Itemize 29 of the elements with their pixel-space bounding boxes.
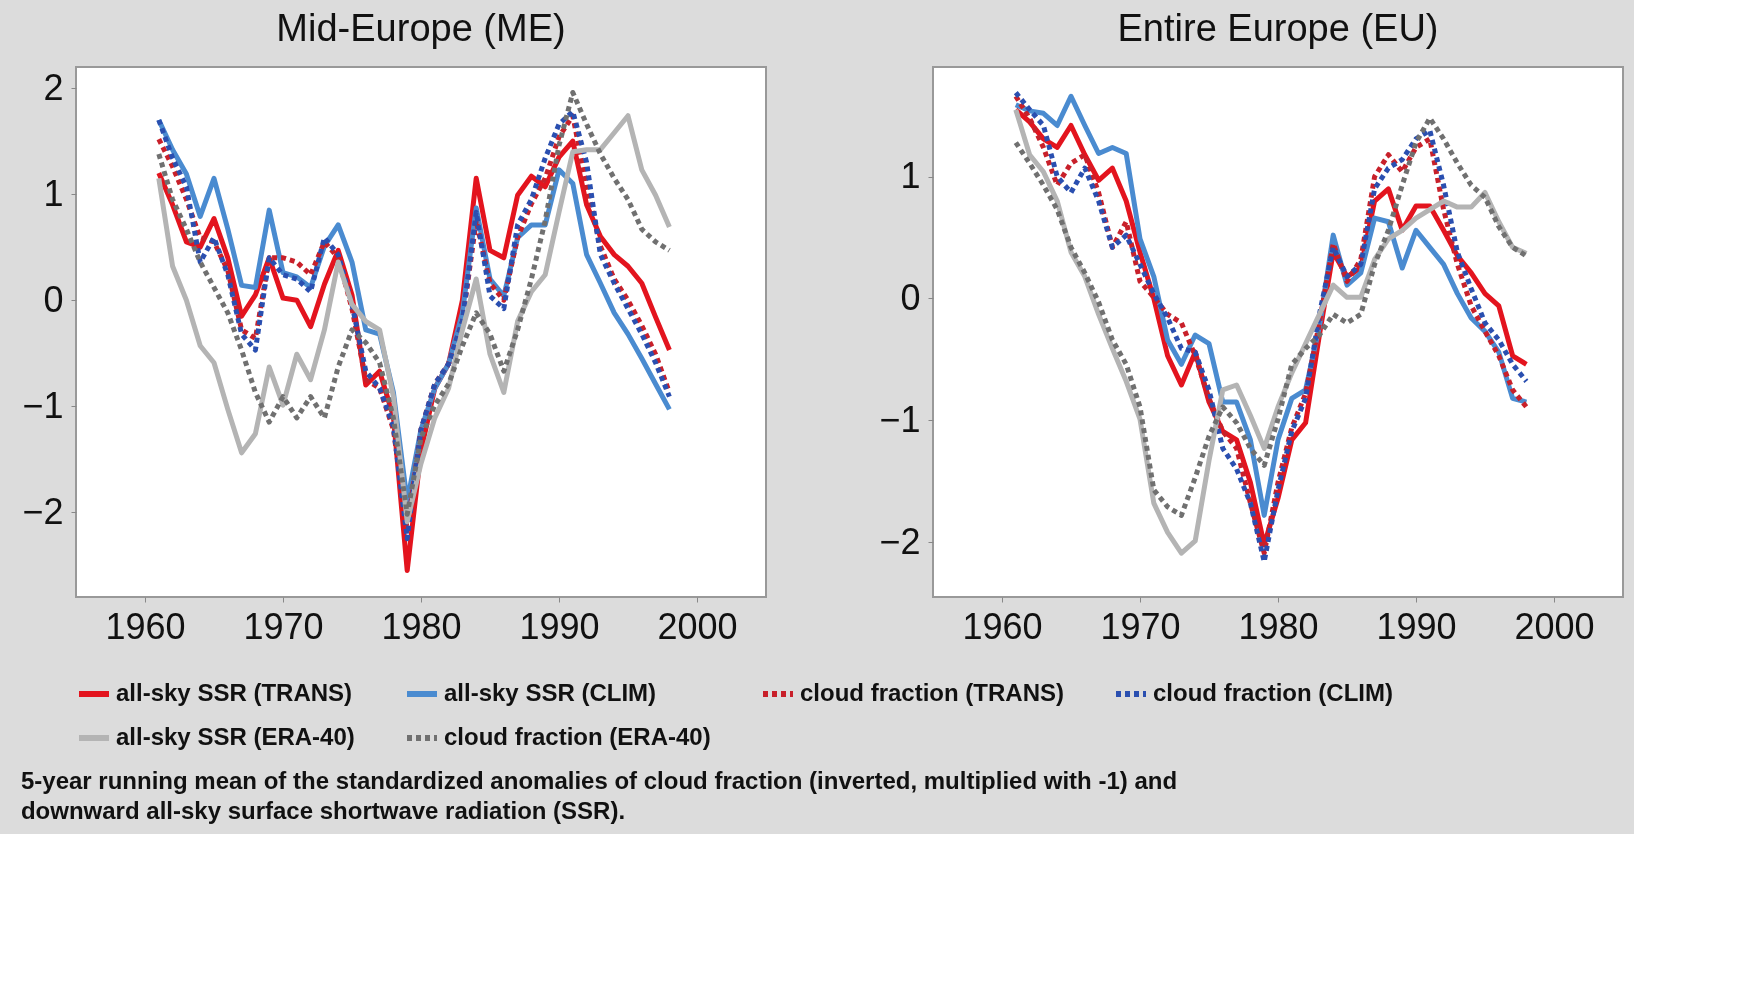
x-tick-label: 1980 — [1238, 605, 1319, 647]
y-tick-label: −1 — [22, 384, 64, 426]
chart-title: Mid-Europe (ME) — [276, 7, 566, 49]
y-tick-label: −2 — [879, 520, 921, 562]
x-tick-label: 1970 — [1100, 605, 1181, 647]
legend-label: all-sky SSR (TRANS) — [116, 679, 353, 706]
y-tick-label: −2 — [22, 490, 64, 532]
y-tick-label: −1 — [879, 398, 921, 440]
x-tick-label: 2000 — [657, 605, 738, 647]
x-tick-label: 1990 — [519, 605, 600, 647]
chart-title: Entire Europe (EU) — [1117, 7, 1439, 49]
x-tick-label: 2000 — [1514, 605, 1595, 647]
y-tick-label: 0 — [43, 278, 64, 320]
x-tick-label: 1960 — [105, 605, 186, 647]
y-tick-label: 0 — [900, 276, 921, 318]
y-tick-label: 2 — [43, 66, 64, 108]
text: 5-year running mean of the standardized anomalies of cloud fraction (inverted, multiplied with -1) and — [20, 767, 1178, 794]
legend-label: all-sky SSR (ERA-40) — [116, 723, 355, 750]
legend-label: cloud fraction (CLIM) — [1153, 679, 1393, 706]
x-tick-label: 1990 — [1376, 605, 1457, 647]
legend-label: cloud fraction (TRANS) — [800, 679, 1064, 706]
text: downward all-sky surface shortwave radiation (SSR). — [20, 797, 626, 824]
y-tick-label: 1 — [43, 172, 64, 214]
legend-label: cloud fraction (ERA-40) — [444, 723, 711, 750]
x-tick-label: 1960 — [962, 605, 1043, 647]
y-tick-label: 1 — [900, 155, 921, 197]
x-tick-label: 1970 — [243, 605, 324, 647]
legend-label: all-sky SSR (CLIM) — [444, 679, 657, 706]
x-tick-label: 1980 — [381, 605, 462, 647]
